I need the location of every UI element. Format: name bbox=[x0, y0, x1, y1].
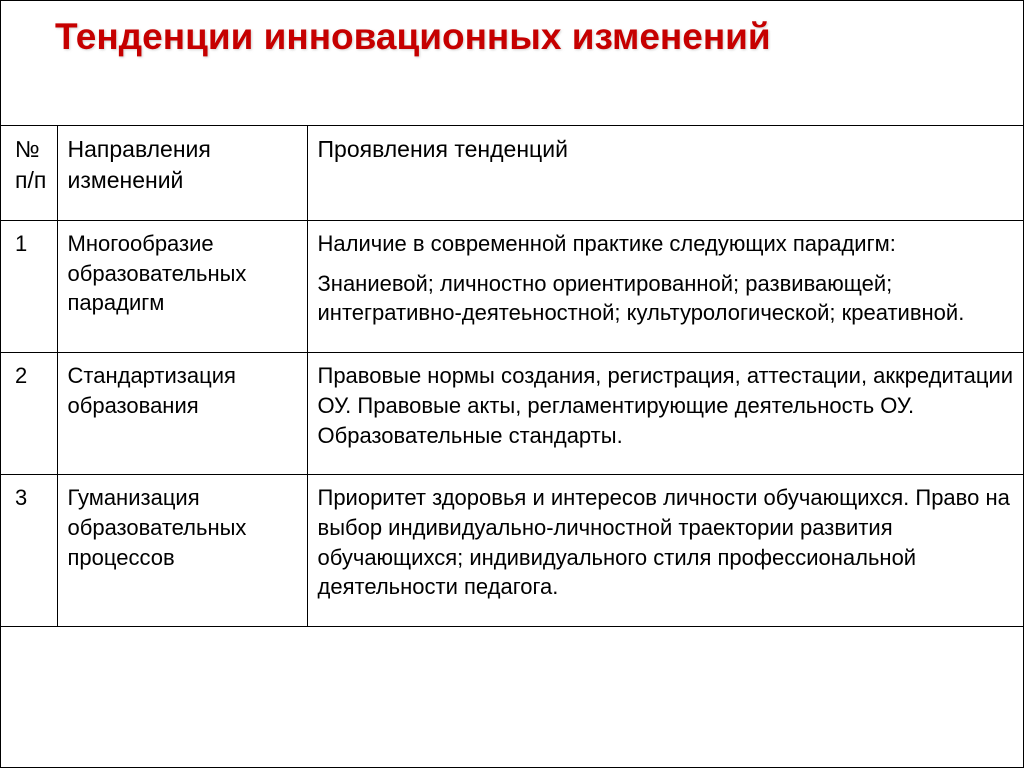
row3-direction: Гуманизация образовательных процессов bbox=[57, 475, 307, 627]
table-header-direction: Направления изменений bbox=[57, 126, 307, 221]
table-row: 2 Стандартизация образования Правовые но… bbox=[1, 353, 1024, 475]
table-row: 1 Многообразие образовательных парадигм … bbox=[1, 221, 1024, 353]
row1-manifestation-p1: Наличие в современной практике следующих… bbox=[318, 229, 1016, 259]
table-header-manifestation: Проявления тенденций bbox=[307, 126, 1024, 221]
table-header-num: № п/п bbox=[1, 126, 57, 221]
trends-table: № п/п Направления изменений Проявления т… bbox=[1, 125, 1024, 627]
row2-direction: Стандартизация образования bbox=[57, 353, 307, 475]
row2-num: 2 bbox=[1, 353, 57, 475]
row1-num: 1 bbox=[1, 221, 57, 353]
row3-num: 3 bbox=[1, 475, 57, 627]
table-row: 3 Гуманизация образовательных процессов … bbox=[1, 475, 1024, 627]
row1-direction: Многообразие образовательных парадигм bbox=[57, 221, 307, 353]
row2-manifestation: Правовые нормы создания, регистрация, ат… bbox=[307, 353, 1024, 475]
row3-manifestation: Приоритет здоровья и интересов личности … bbox=[307, 475, 1024, 627]
slide-title: Тенденции инновационных изменений bbox=[1, 1, 1023, 125]
row1-manifestation-p2: Знаниевой; личностно ориентированной; ра… bbox=[318, 269, 1016, 328]
table-header-row: № п/п Направления изменений Проявления т… bbox=[1, 126, 1024, 221]
row1-manifestation: Наличие в современной практике следующих… bbox=[307, 221, 1024, 353]
slide-container: Тенденции инновационных изменений № п/п … bbox=[0, 0, 1024, 768]
